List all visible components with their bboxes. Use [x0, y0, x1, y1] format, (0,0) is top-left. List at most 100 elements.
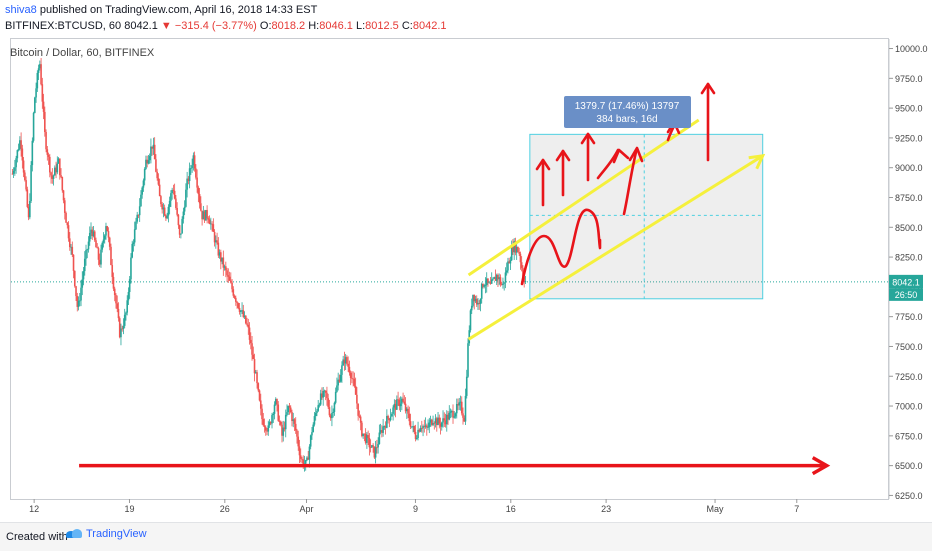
candle-body: [68, 238, 71, 248]
x-tick-label: 7: [794, 504, 799, 514]
low-value: 8012.5: [365, 20, 399, 32]
candle-body: [505, 270, 508, 273]
candle-body: [495, 274, 498, 281]
candle-body: [294, 423, 297, 431]
candle-body: [378, 432, 381, 444]
candle-body: [54, 167, 56, 176]
candle-body: [440, 422, 443, 427]
candle-body: [337, 379, 339, 386]
candle-body: [205, 210, 207, 221]
candle-body: [165, 215, 167, 219]
candle-body: [63, 200, 66, 213]
candle-body: [86, 249, 89, 251]
candle-body: [91, 229, 94, 237]
candle-body: [311, 432, 313, 436]
candle-body: [284, 414, 287, 430]
candle-body: [470, 305, 473, 311]
candle-body: [256, 372, 258, 384]
tradingview-link[interactable]: TradingView: [66, 528, 147, 540]
candle-body: [412, 426, 414, 427]
candle-body: [273, 404, 276, 414]
candle-body: [424, 425, 427, 427]
candle-body: [488, 282, 491, 284]
candle-body: [166, 215, 168, 219]
candle-body: [347, 363, 349, 367]
candle-body: [215, 240, 217, 243]
candle-body: [469, 310, 472, 331]
candle-body: [36, 72, 39, 89]
candle-body: [314, 413, 317, 417]
candle-body: [304, 460, 307, 464]
countdown-tag-bg: [889, 288, 923, 301]
candle-body: [17, 149, 20, 151]
created-with-label: Created with: [6, 531, 68, 543]
candle-body: [460, 401, 463, 414]
candle-body: [147, 160, 150, 164]
candle-body: [507, 261, 509, 271]
candle-body: [459, 401, 462, 403]
author-link[interactable]: shiva8: [5, 4, 37, 16]
candle-body: [34, 97, 36, 113]
last-price-tag-value: 8042.1: [892, 277, 920, 287]
candle-body: [201, 210, 203, 220]
price-chart[interactable]: 6250.0 6500.0 6750.0 7000.0 7250.0 7500.0 7750…: [0, 0, 932, 522]
candle-body: [52, 175, 55, 179]
candle-body: [524, 280, 527, 282]
candle-body: [167, 206, 170, 216]
candle-body: [58, 158, 61, 176]
candle-body: [422, 426, 424, 429]
candle-body: [317, 405, 319, 411]
candle-body: [246, 323, 248, 325]
candle-body: [131, 243, 134, 258]
low-label: L:: [355, 20, 366, 32]
candle-body: [262, 419, 265, 426]
candle-body: [478, 303, 481, 304]
candle-body: [14, 167, 16, 171]
candle-body: [463, 417, 466, 422]
last-price-tag: 8042.1 26:50: [889, 274, 923, 301]
candle-body: [211, 223, 213, 225]
candle-body: [493, 277, 496, 279]
candle-body: [518, 252, 520, 254]
candle-body: [465, 376, 468, 396]
candle-body: [11, 173, 14, 175]
candle-body: [46, 149, 49, 155]
y-tick-label: 7000.0: [895, 402, 923, 412]
candle-body: [307, 457, 310, 460]
candle-body: [253, 359, 256, 374]
candle-body: [252, 354, 255, 360]
candle-body: [489, 282, 492, 284]
candle-body: [16, 150, 19, 159]
candle-body: [222, 257, 225, 268]
candle-body: [266, 430, 268, 432]
candle-body: [216, 240, 218, 243]
candle-body: [394, 403, 397, 410]
candle-body: [338, 379, 341, 382]
candle-body: [31, 140, 34, 166]
candle-body: [479, 298, 482, 304]
candle-body: [361, 422, 363, 437]
candle-body: [105, 226, 107, 236]
candle-body: [123, 314, 126, 326]
candle-body: [352, 378, 354, 380]
candle-body: [85, 250, 87, 259]
projection-arrow-3-head: [580, 132, 596, 145]
candle-body: [494, 277, 497, 281]
candle-body: [504, 272, 507, 283]
candle-body: [467, 343, 469, 377]
candle-body: [118, 318, 121, 338]
candle-body: [514, 241, 517, 253]
candle-body: [77, 300, 80, 307]
candle-body: [389, 416, 392, 421]
x-tick-label: 12: [29, 504, 39, 514]
candle-body: [372, 445, 374, 447]
candle-body: [143, 168, 146, 181]
candle-body: [324, 390, 327, 393]
candle-body: [341, 365, 343, 375]
candle-body: [348, 366, 351, 373]
candle-body: [66, 222, 69, 226]
candle-body: [126, 300, 129, 313]
candle-body: [287, 405, 290, 413]
x-tick-label: 26: [220, 504, 230, 514]
candle-body: [393, 403, 396, 408]
